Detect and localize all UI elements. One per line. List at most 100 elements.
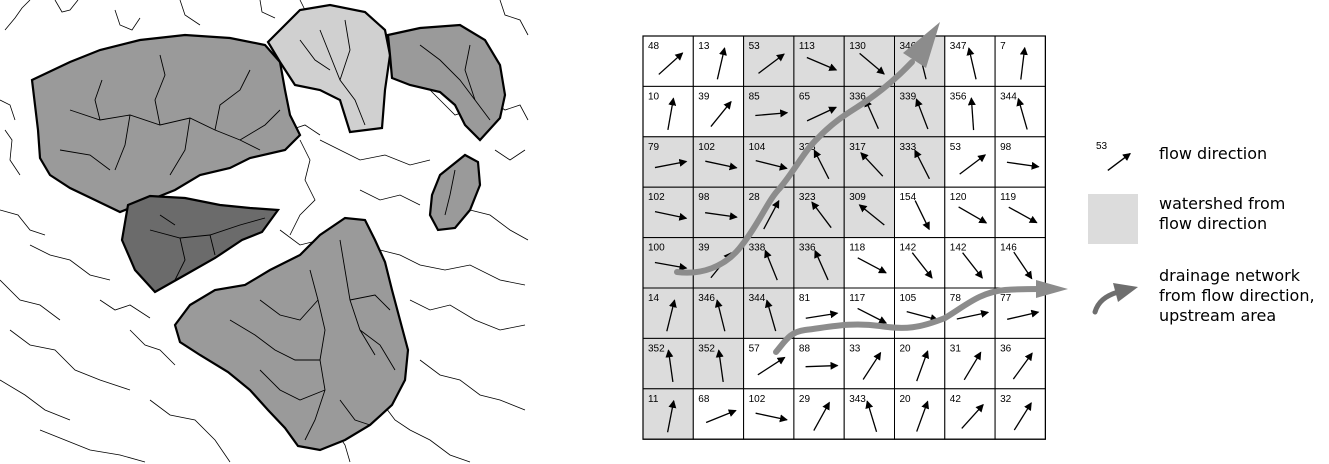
flow-direction-value: 57 [749, 343, 761, 354]
flow-arrow-icon [714, 299, 726, 332]
flow-direction-value: 68 [698, 394, 710, 405]
flow-direction-value: 20 [900, 343, 912, 354]
grid-cell-r4-c0: 100 [642, 237, 694, 289]
flow-arrow-icon [666, 399, 677, 433]
grid-cell-r4-c3: 336 [793, 237, 845, 289]
flow-arrow-icon [959, 154, 987, 175]
grid-cell-r3-c7: 119 [994, 186, 1046, 239]
grid-cell-r3-c5: 154 [894, 186, 946, 239]
flow-direction-value: 309 [849, 192, 866, 203]
grid-cell-fill [843, 287, 896, 339]
flow-direction-value: 88 [799, 343, 811, 354]
flow-direction-value: 352 [648, 343, 665, 354]
grid-cell-r1-c3: 65 [793, 85, 845, 138]
grid-cell-r6-c1: 352 [692, 337, 745, 390]
flow-arrow-icon [665, 349, 674, 383]
grid-cell-r2-c6: 53 [944, 136, 996, 188]
flow-direction-value: 117 [849, 293, 865, 304]
flow-arrow-icon [705, 409, 737, 424]
grid-cell-r7-c3: 29 [793, 388, 845, 440]
flow-direction-value: 33 [849, 343, 861, 354]
basin-small-right [428, 153, 482, 232]
grid-cell-r3-c1: 98 [692, 186, 745, 239]
flow-direction-value: 154 [900, 192, 917, 203]
flow-direction-value: 31 [950, 343, 962, 354]
flow-direction-value: 20 [900, 394, 912, 405]
grid-cell-r7-c7: 32 [994, 388, 1046, 440]
legend-drainage-arrow-icon [1092, 289, 1121, 315]
grid-cell-fill [843, 237, 896, 289]
grid-cell-r2-c2: 104 [743, 136, 795, 188]
flow-arrow-icon [758, 53, 785, 74]
grid-cell-fill [843, 388, 896, 440]
grid-cell-r4-c2: 338 [743, 237, 795, 289]
flow-arrow-icon [1019, 46, 1028, 80]
grid-cell-fill [743, 35, 795, 87]
flow-direction-value: 343 [849, 394, 866, 405]
grid-cell-r0-c3: 113 [793, 35, 845, 87]
flow-arrow-icon [911, 252, 933, 279]
flow-direction-value: 13 [698, 41, 710, 52]
flow-direction-value: 102 [698, 142, 715, 153]
flow-direction-value: 336 [849, 91, 866, 102]
flow-arrow-icon [1006, 161, 1040, 170]
flow-direction-value: 352 [698, 343, 715, 354]
flow-direction-value: 78 [950, 293, 962, 304]
grid-cell-fill [642, 287, 694, 339]
flow-direction-value: 39 [698, 243, 710, 254]
grid-cell-fill [692, 85, 745, 138]
flow-arrow-icon [956, 309, 990, 320]
flow-arrow-icon [857, 257, 887, 274]
legend-sample-value: 53 [1096, 141, 1108, 152]
flow-arrow-icon [857, 307, 888, 324]
flow-arrow-icon [966, 47, 977, 80]
flow-direction-value: 32 [1000, 394, 1012, 405]
grid-cell-r0-c6: 347 [944, 35, 996, 87]
grid-cell-r2-c1: 102 [692, 136, 745, 188]
flow-arrow-icon [961, 403, 984, 429]
flow-arrow-icon [1013, 251, 1033, 280]
grid-cell-r3-c6: 120 [944, 186, 996, 239]
flow-arrow-icon [1012, 352, 1033, 380]
grid-cell-r2-c0: 79 [642, 136, 694, 188]
grid-cell-r5-c4: 117 [843, 287, 896, 339]
grid-cell-r7-c6: 42 [944, 388, 996, 440]
flow-arrow-icon [805, 361, 839, 370]
drainage-network-arrow-main [674, 22, 940, 276]
flow-arrow-icon [859, 52, 885, 75]
flow-arrow-icon [963, 351, 982, 381]
flow-arrow-icon [864, 98, 879, 130]
flow-direction-value: 142 [950, 243, 967, 254]
grid-cell-r1-c2: 85 [743, 85, 795, 138]
flow-arrow-icon [755, 412, 788, 423]
grid-cell-fill [642, 337, 694, 390]
flow-arrow-icon [764, 249, 778, 281]
flow-direction-value: 53 [950, 142, 962, 153]
flow-arrow-icon [906, 310, 939, 322]
flow-direction-value: 77 [1000, 293, 1012, 304]
grid-cell-r7-c5: 20 [894, 388, 946, 440]
flow-direction-value: 28 [749, 192, 761, 203]
flow-arrow-icon [916, 350, 930, 382]
legend-watershed: watershed from flow direction [1088, 194, 1285, 244]
flow-direction-value: 102 [749, 394, 766, 405]
flow-arrow-icon [806, 106, 837, 122]
flow-arrow-icon [805, 310, 839, 319]
grid-cell-r4-c7: 146 [994, 237, 1046, 289]
legend-drainage-line2: from flow direction, [1159, 286, 1315, 305]
flow-direction-value: 317 [849, 142, 866, 153]
grid-cell-fill [743, 237, 795, 289]
flow-direction-value: 113 [799, 41, 815, 52]
flow-arrow-icon [915, 98, 929, 130]
flow-direction-value: 339 [900, 91, 917, 102]
grid-cell-r7-c1: 68 [692, 388, 745, 440]
flow-direction-value: 105 [900, 293, 917, 304]
legend-flow-direction-label: flow direction [1159, 144, 1267, 163]
grid-cell-fill [944, 337, 996, 390]
flow-arrow-icon [865, 400, 878, 433]
grid-border [642, 35, 1046, 440]
basin-top-light [266, 3, 392, 134]
basin-streams [59, 19, 491, 441]
grid-cell-r6-c7: 36 [994, 337, 1046, 390]
grid-cell-r7-c0: 11 [642, 388, 694, 440]
